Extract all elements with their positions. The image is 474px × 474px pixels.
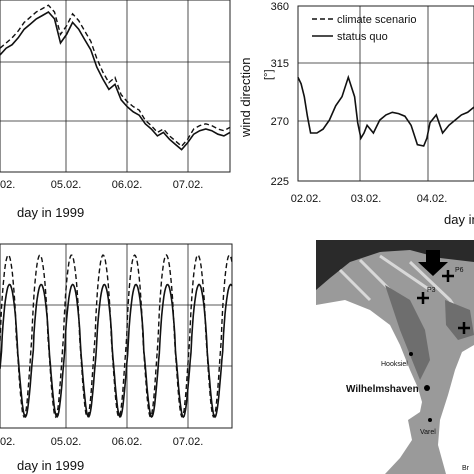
town-dot-varel [428, 418, 432, 422]
legend-label-status-quo: status quo [337, 31, 388, 43]
y-tick-label: 315 [271, 58, 289, 70]
map-label-p6: P6 [455, 267, 464, 274]
map-label-hooksiel: Hooksiel [381, 361, 408, 368]
series-line-bottom-left-dashed [0, 254, 233, 419]
map-shoal [385, 285, 430, 380]
legend-label-climate-scenario: climate scenario [337, 14, 416, 26]
y-axis-unit-top-right: [°] [263, 69, 275, 80]
series-line-bottom-left-solid [0, 283, 233, 419]
x-tick-label: 06.02. [112, 436, 143, 448]
x-tick-label: 02.02. [291, 193, 322, 205]
marker-p6: P6 [442, 267, 464, 282]
cross-icon [417, 292, 429, 304]
plot-frame-top-left [0, 0, 231, 173]
map-shoal-east [445, 300, 474, 340]
y-tick-label: 225 [271, 176, 289, 188]
map-panel: P6 P3 Hooksiel Wilhelmshaven Varel Br [316, 240, 474, 474]
y-tick-label: 360 [271, 1, 289, 13]
map-label-p3: P3 [427, 287, 436, 294]
town-dot-hooksiel [409, 352, 413, 356]
x-tick-label: 03.02. [351, 193, 382, 205]
x-tick-label: 05.02. [51, 179, 82, 191]
x-axis-title-top-right: day in 1999 [444, 212, 474, 227]
panel-bottom-left: 02. 05.02. 06.02. 07.02. day in 1999 [0, 243, 233, 473]
legend-top-right: climate scenario status quo [312, 14, 416, 43]
marker-p-east [458, 322, 470, 334]
x-axis-title-top-left: day in 1999 [17, 205, 84, 220]
series-line-top-right-solid [297, 74, 474, 147]
plot-frame-bottom-left [0, 243, 233, 429]
x-axis-title-bottom-left: day in 1999 [17, 458, 84, 473]
wind-arrow-icon [418, 250, 448, 276]
plot-frame-top-right [297, 5, 474, 182]
cross-icon [458, 322, 470, 334]
panel-top-left: 02. 05.02. 06.02. 07.02. day in 1999 [0, 0, 231, 220]
y-axis-title-top-right: wind direction [238, 58, 253, 139]
town-dot-wilhelmshaven [424, 385, 430, 391]
x-tick-label: 04.02. [417, 193, 448, 205]
x-tick-label: 07.02. [173, 179, 204, 191]
series-line-top-left-dashed [0, 4, 231, 148]
marker-p3: P3 [417, 287, 436, 304]
map-label-br: Br [462, 465, 470, 472]
map-label-wilhelmshaven: Wilhelmshaven [346, 384, 419, 395]
map-land-east [438, 345, 474, 474]
map-land-west [316, 300, 422, 474]
x-tick-label: 02. [0, 179, 15, 191]
panel-top-right: 225 270 315 360 02.02. 03.02. 04.02. win… [238, 1, 474, 227]
y-tick-label: 270 [271, 116, 289, 128]
series-line-top-left-solid [0, 10, 231, 151]
x-tick-label: 05.02. [51, 436, 82, 448]
cross-icon [442, 270, 454, 282]
x-tick-label: 06.02. [112, 179, 143, 191]
map-label-varel: Varel [420, 429, 436, 436]
x-tick-label: 02. [0, 436, 15, 448]
x-tick-label: 07.02. [173, 436, 204, 448]
